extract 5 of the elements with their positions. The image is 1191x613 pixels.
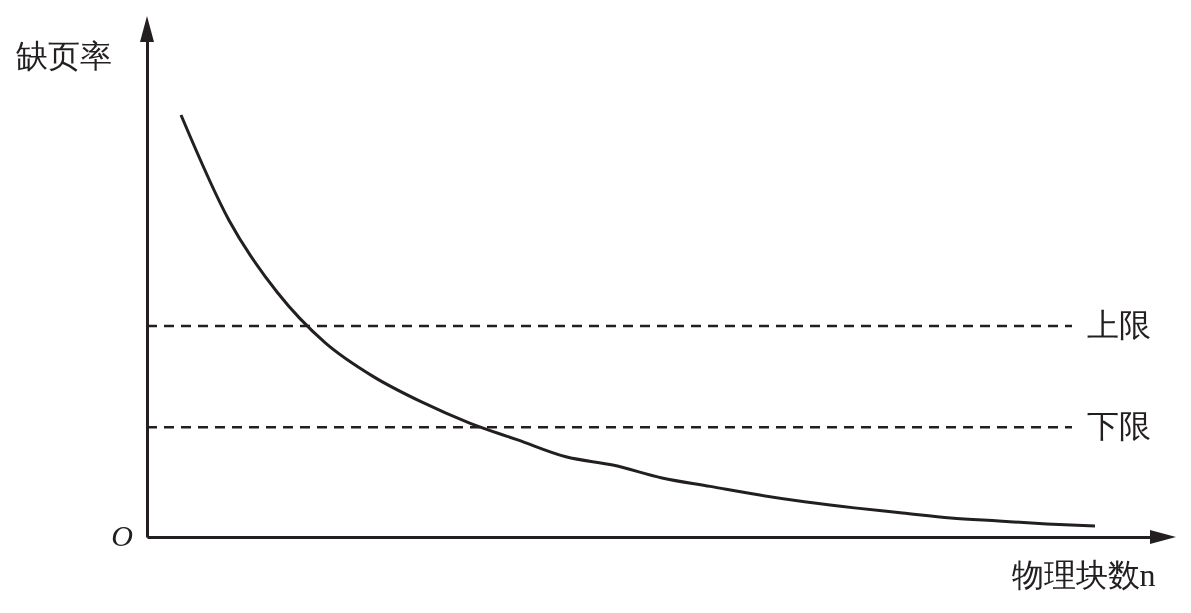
ref-line-label: 上限 (1087, 307, 1151, 343)
x-axis-title: 物理块数n (1011, 556, 1156, 593)
text: O (111, 519, 133, 552)
y-axis-title: 缺页率 (15, 37, 112, 74)
ref-line-label: 下限 (1087, 408, 1151, 445)
